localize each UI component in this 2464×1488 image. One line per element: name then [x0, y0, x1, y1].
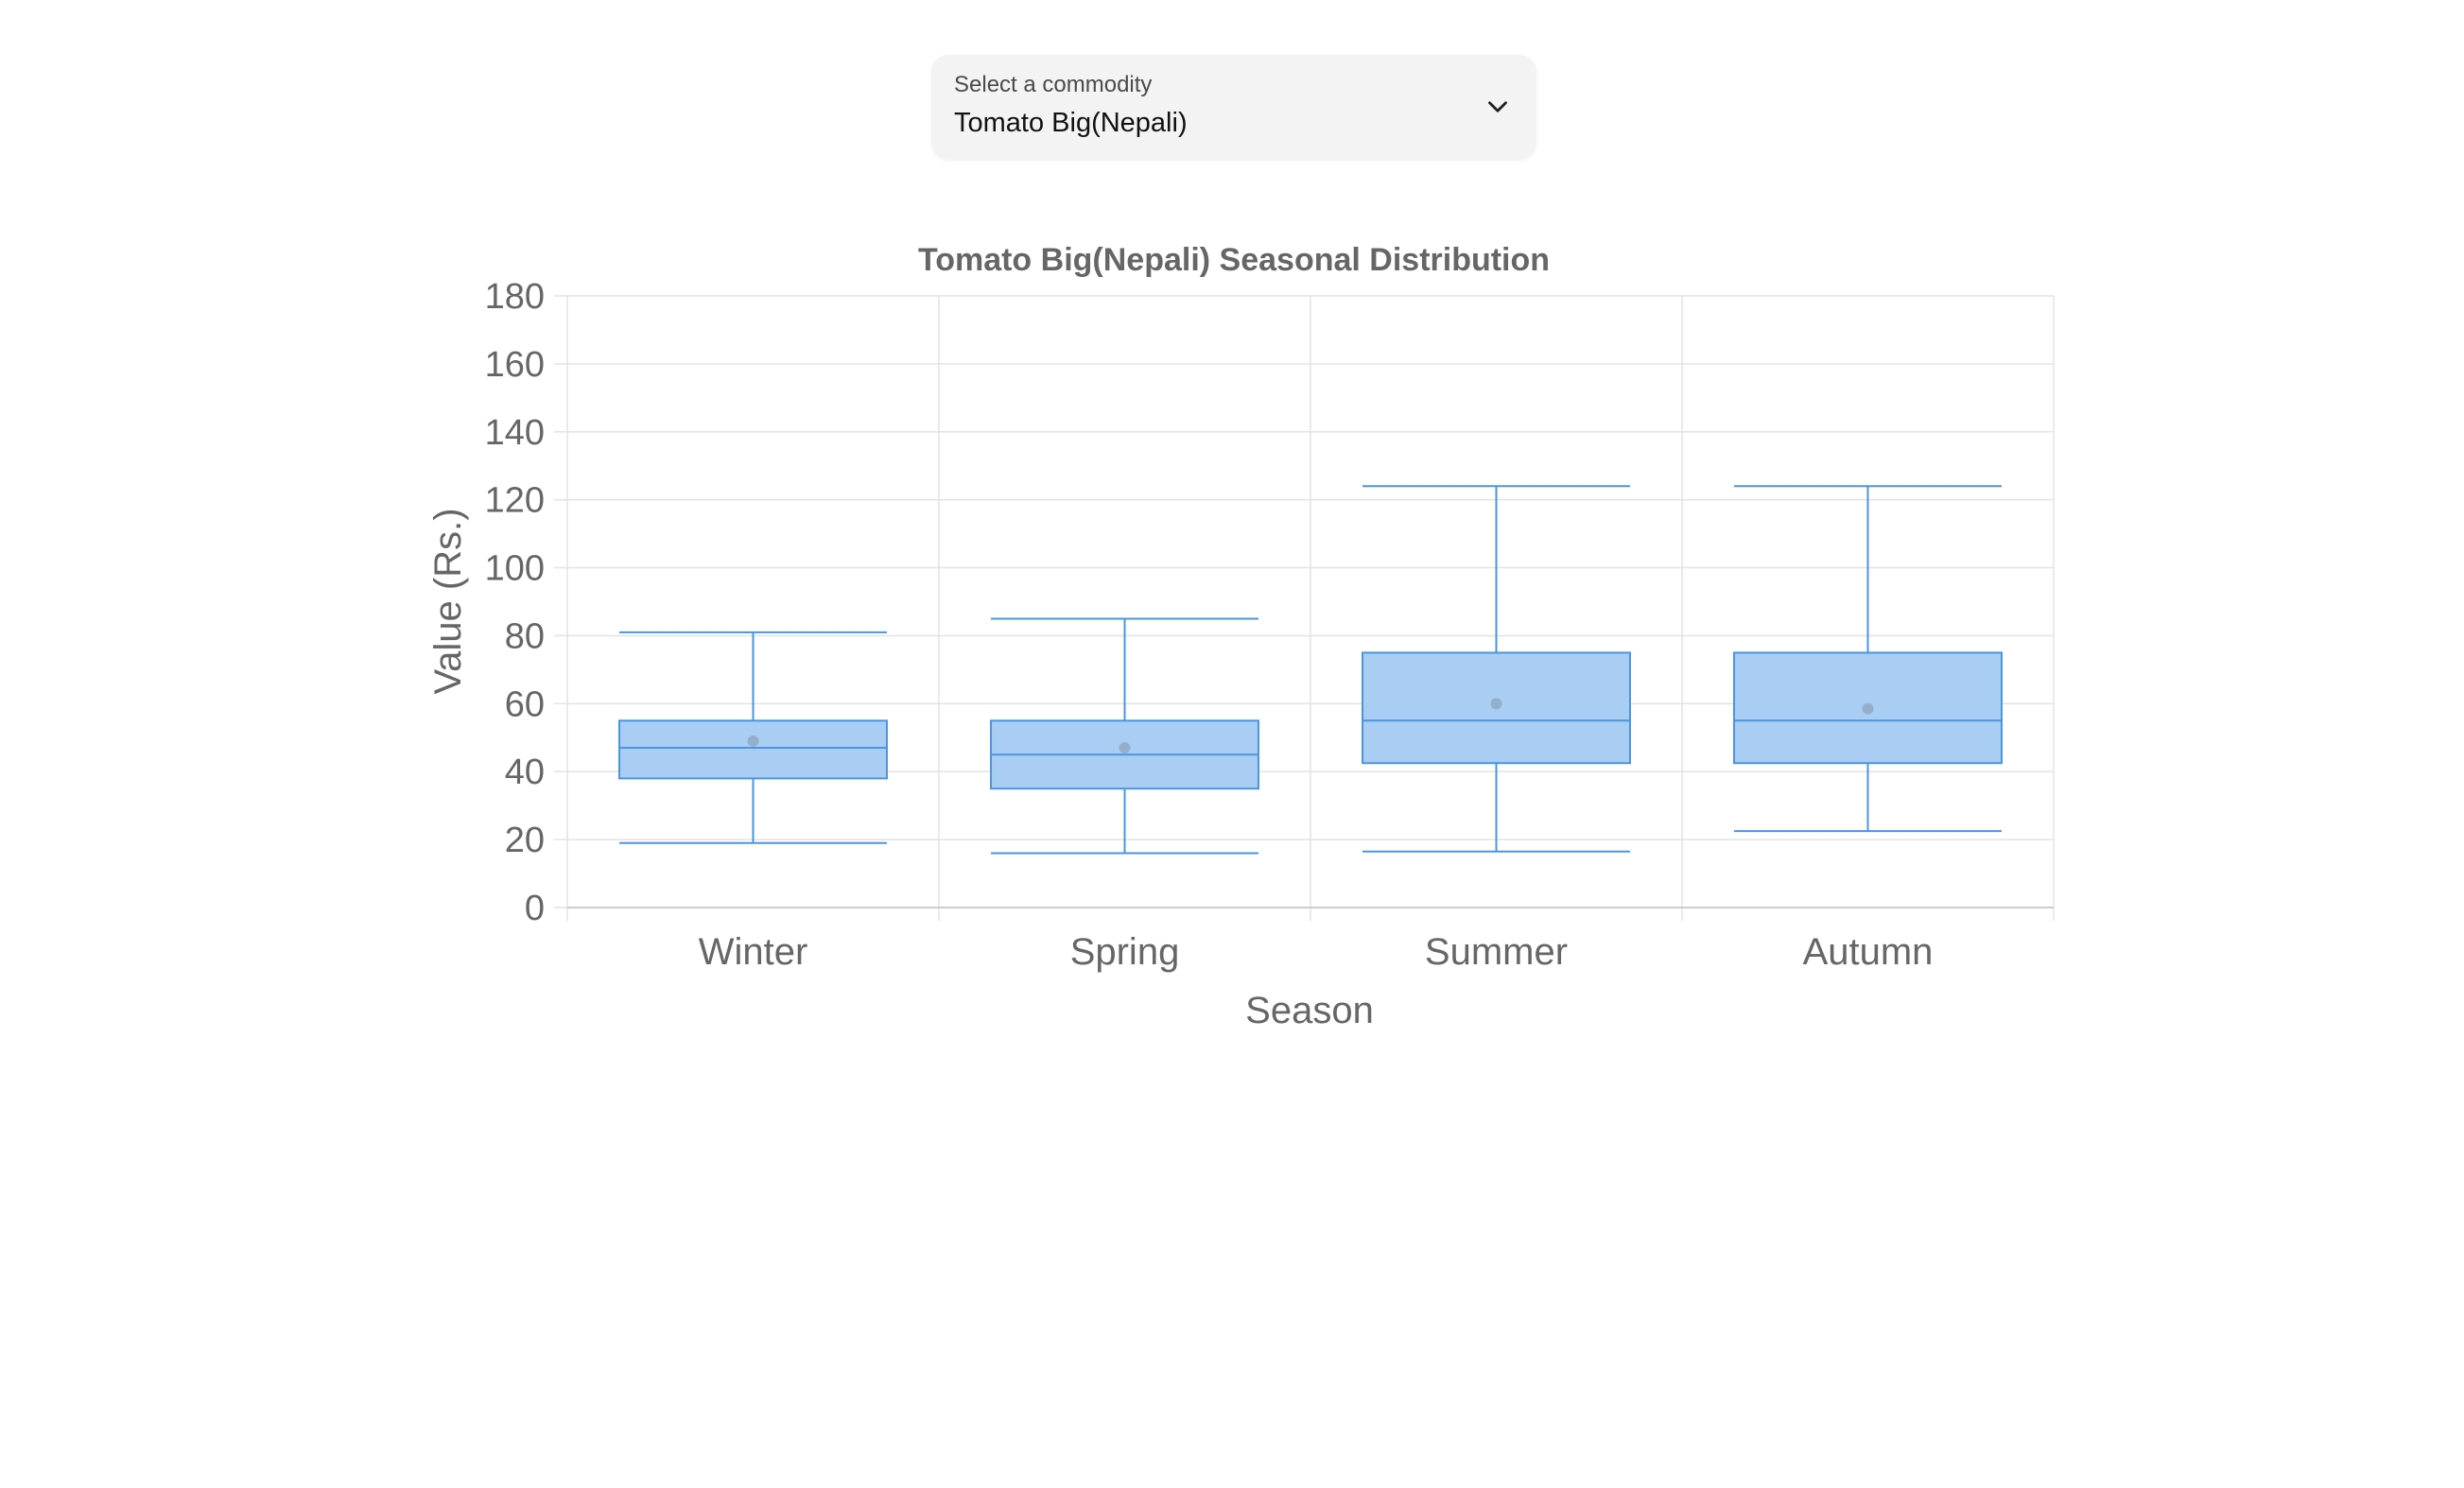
x-tick-label: Summer [1425, 931, 1568, 973]
box-autumn [1733, 485, 2003, 833]
mean-marker [1862, 702, 1874, 715]
y-tick-label: 60 [505, 684, 545, 724]
y-tick-label: 0 [525, 889, 545, 928]
y-tick-label: 180 [485, 277, 545, 317]
x-tick-label: Spring [1070, 931, 1180, 973]
box-spring [990, 617, 1259, 855]
y-tick-label: 80 [505, 616, 545, 656]
axis-layer: 0 20 40 60 80 100 120 140 160 180 Winter Spring Summ… [485, 277, 2054, 973]
commodity-select[interactable]: Select a commodity Tomato Big(Nepali) [931, 55, 1536, 159]
chevron-down-icon[interactable] [1482, 91, 1514, 123]
mean-marker [1490, 698, 1502, 710]
y-tick-label: 120 [485, 481, 545, 521]
y-tick-label: 100 [485, 549, 545, 589]
x-tick-label: Winter [699, 931, 808, 973]
y-tick-label: 40 [505, 753, 545, 792]
box-layer [618, 485, 2003, 855]
box-summer [1362, 485, 1631, 853]
y-tick-label: 140 [485, 413, 545, 453]
x-axis-label: Season [1245, 990, 1374, 1031]
y-axis-label: Value (Rs.) [427, 508, 469, 694]
mean-marker [747, 735, 759, 747]
grid-layer [566, 295, 2055, 921]
chart-title: Tomato Big(Nepali) Seasonal Distribution [918, 242, 1550, 278]
box-winter [618, 631, 888, 844]
commodity-select-value: Tomato Big(Nepali) [954, 108, 1188, 138]
commodity-select-label: Select a commodity [954, 72, 1153, 97]
mean-marker [1119, 742, 1131, 754]
iqr-box [618, 719, 888, 780]
y-tick-label: 160 [485, 345, 545, 385]
x-tick-label: Autumn [1803, 931, 1934, 973]
y-tick-label: 20 [505, 821, 545, 860]
